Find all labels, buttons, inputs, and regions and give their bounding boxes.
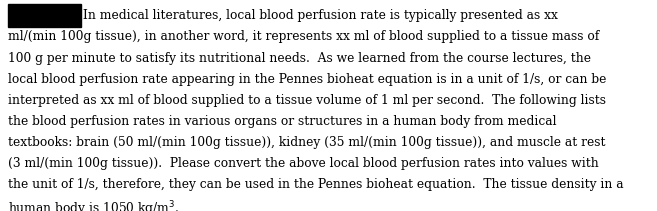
Text: (3 ml/(min 100g tissue)).  Please convert the above local blood perfusion rates : (3 ml/(min 100g tissue)). Please convert… [8,157,599,170]
Text: In medical literatures, local blood perfusion rate is typically presented as xx: In medical literatures, local blood perf… [83,9,557,22]
Text: human body is 1050 kg/m$^3$.: human body is 1050 kg/m$^3$. [8,199,179,211]
Text: the unit of 1/s, therefore, they can be used in the Pennes bioheat equation.  Th: the unit of 1/s, therefore, they can be … [8,178,623,191]
Text: ml/(min 100g tissue), in another word, it represents xx ml of blood supplied to : ml/(min 100g tissue), in another word, i… [8,30,599,43]
Text: textbooks: brain (50 ml/(min 100g tissue)), kidney (35 ml/(min 100g tissue)), an: textbooks: brain (50 ml/(min 100g tissue… [8,136,605,149]
Text: local blood perfusion rate appearing in the Pennes bioheat equation is in a unit: local blood perfusion rate appearing in … [8,73,606,86]
Text: 100 g per minute to satisfy its nutritional needs.  As we learned from the cours: 100 g per minute to satisfy its nutritio… [8,51,591,65]
Text: the blood perfusion rates in various organs or structures in a human body from m: the blood perfusion rates in various org… [8,115,556,128]
Text: interpreted as xx ml of blood supplied to a tissue volume of 1 ml per second.  T: interpreted as xx ml of blood supplied t… [8,94,606,107]
Bar [8,4,81,27]
